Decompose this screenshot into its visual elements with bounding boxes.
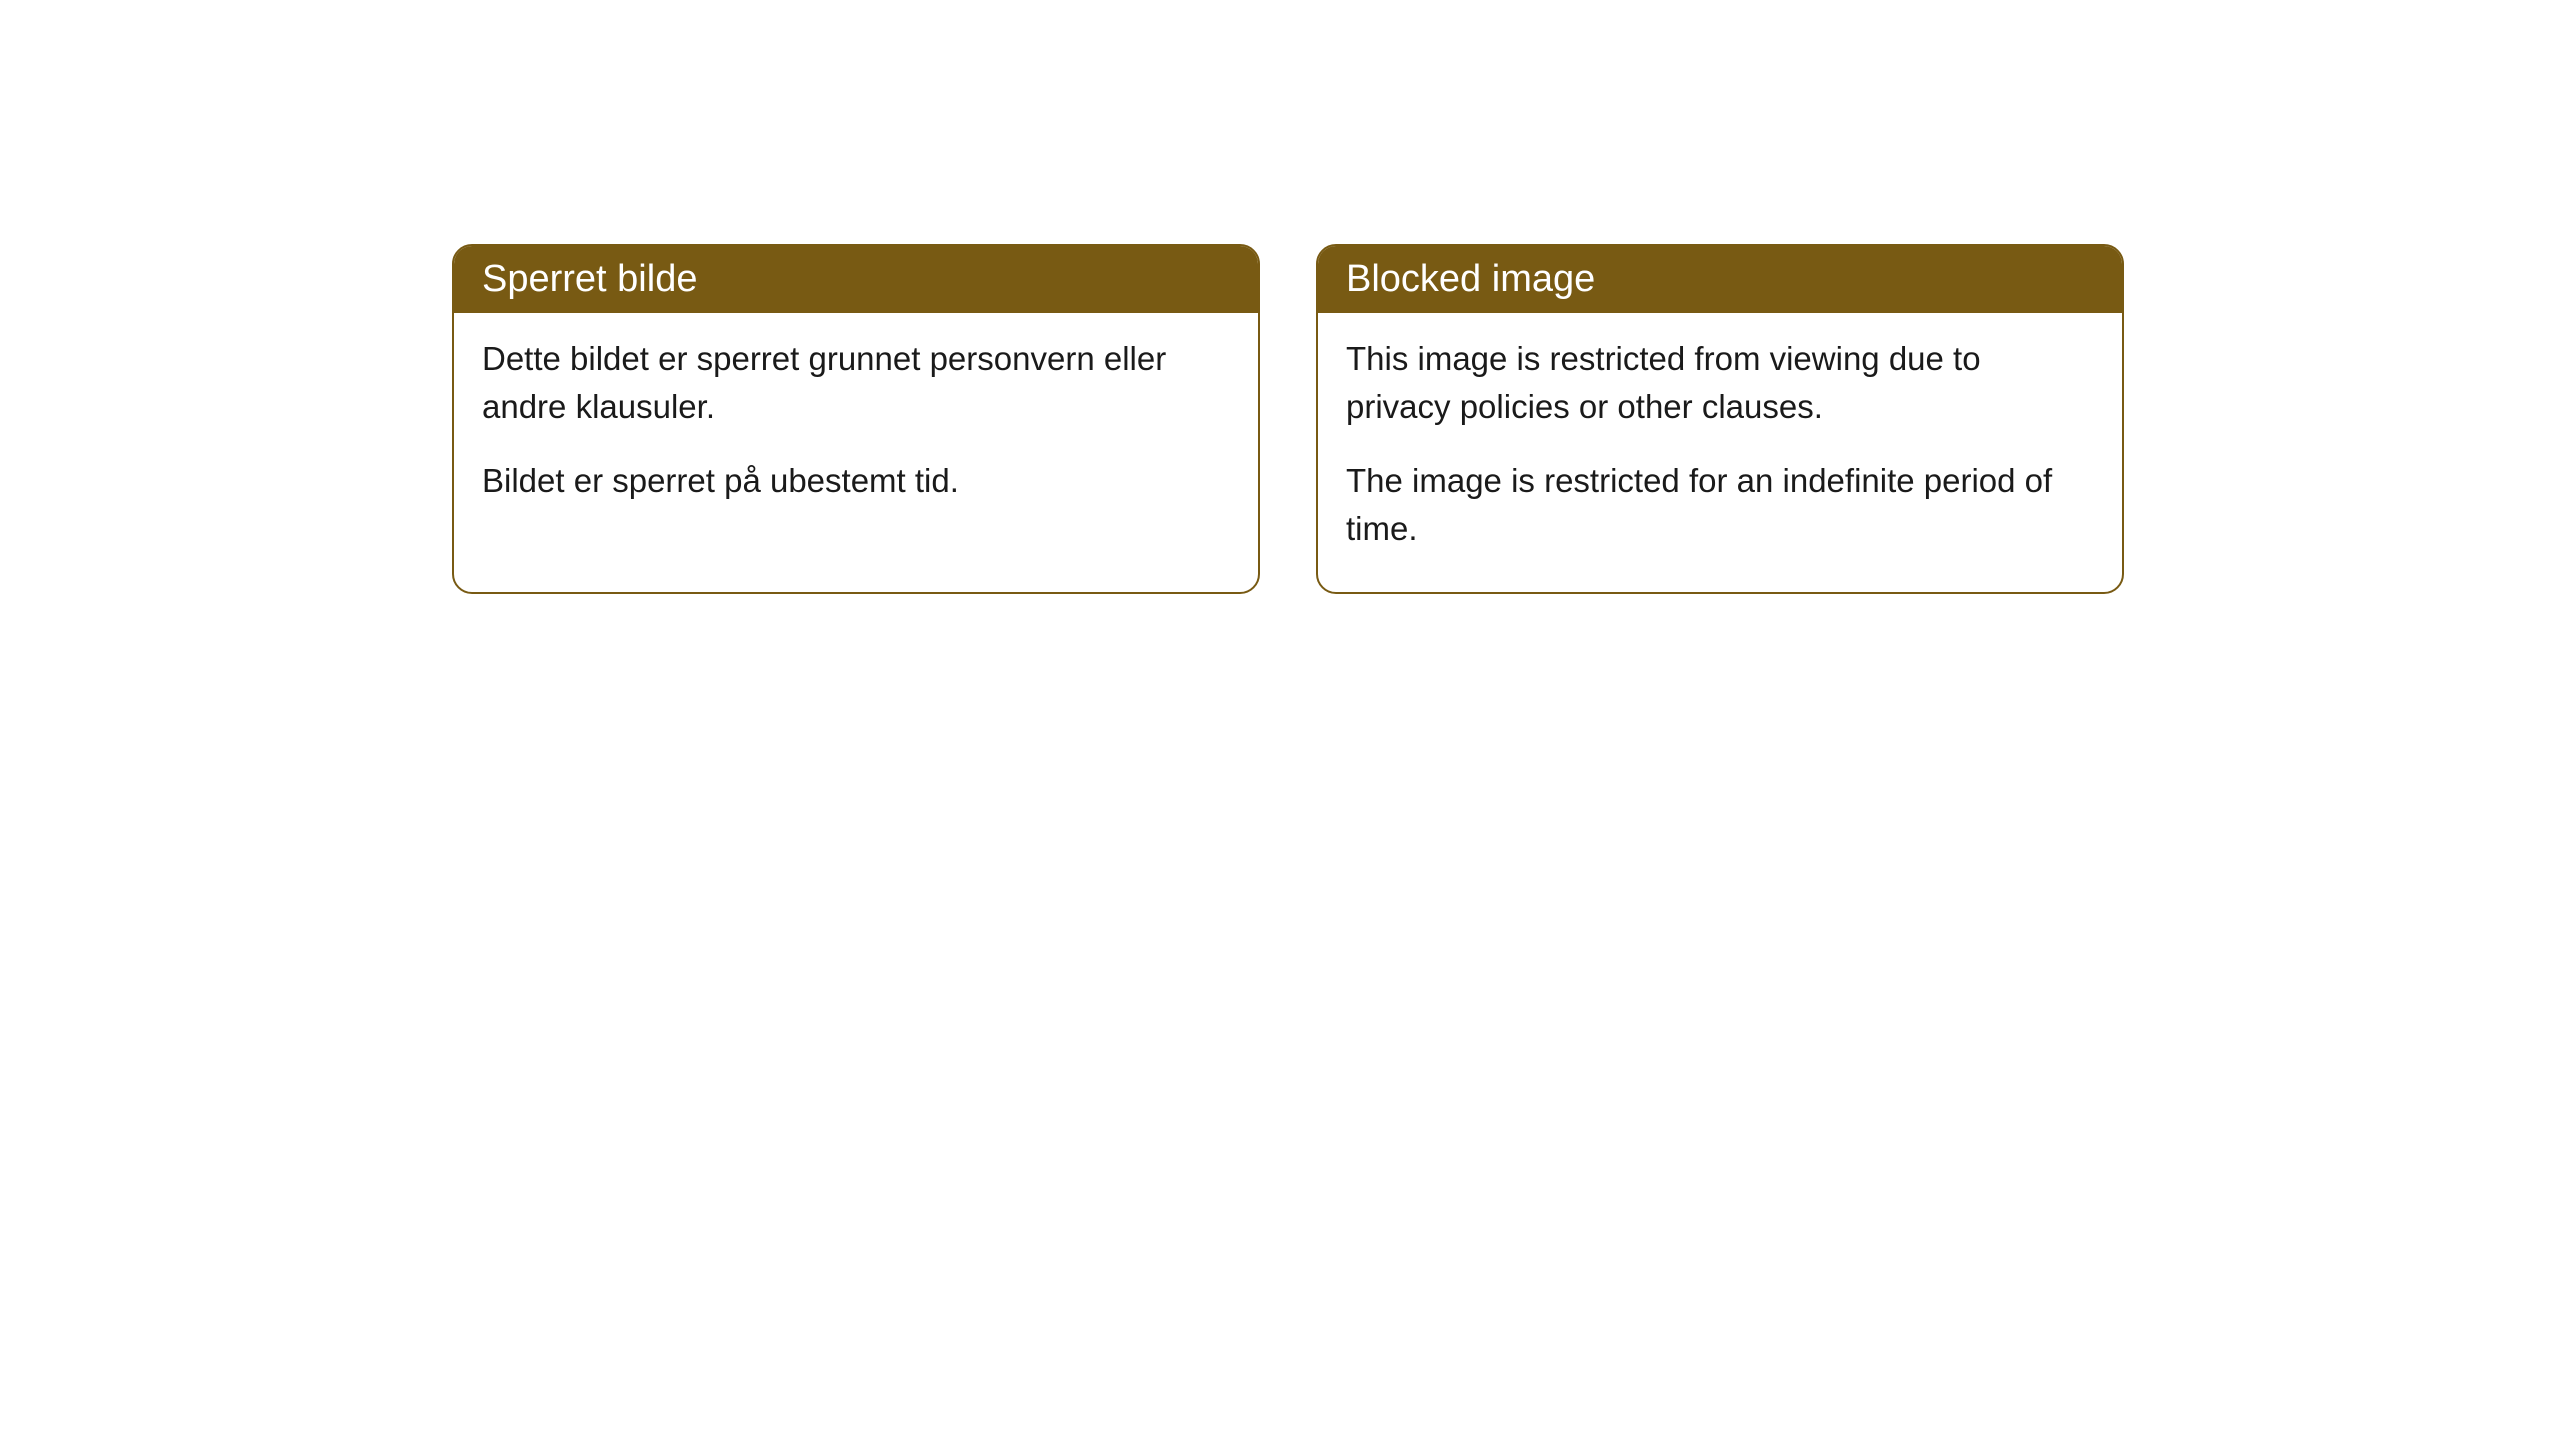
card-paragraph-2: The image is restricted for an indefinit… (1346, 457, 2094, 553)
card-body: Dette bildet er sperret grunnet personve… (454, 313, 1258, 545)
card-paragraph-2: Bildet er sperret på ubestemt tid. (482, 457, 1230, 505)
notice-card-norwegian: Sperret bilde Dette bildet er sperret gr… (452, 244, 1260, 594)
card-header: Sperret bilde (454, 246, 1258, 313)
notice-card-english: Blocked image This image is restricted f… (1316, 244, 2124, 594)
card-body: This image is restricted from viewing du… (1318, 313, 2122, 592)
card-paragraph-1: Dette bildet er sperret grunnet personve… (482, 335, 1230, 431)
card-title: Sperret bilde (482, 258, 697, 300)
notice-cards-container: Sperret bilde Dette bildet er sperret gr… (0, 0, 2560, 594)
card-paragraph-1: This image is restricted from viewing du… (1346, 335, 2094, 431)
card-header: Blocked image (1318, 246, 2122, 313)
card-title: Blocked image (1346, 258, 1595, 300)
